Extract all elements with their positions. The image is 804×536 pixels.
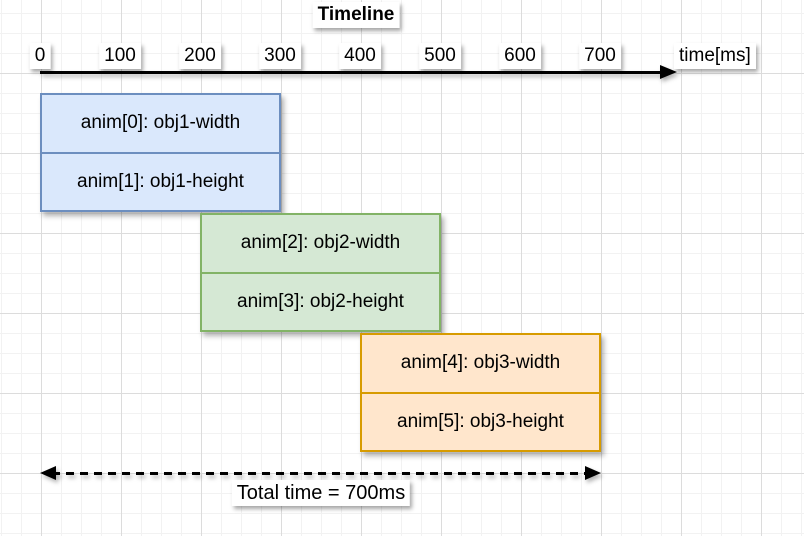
anim-row-2-label: anim[2]: obj2-width (240, 232, 401, 254)
anim-row-2[interactable]: anim[2]: obj2-width (202, 215, 439, 274)
anim-row-4[interactable]: anim[4]: obj3-width (362, 335, 599, 394)
diagram-title[interactable]: Timeline (312, 2, 400, 28)
axis-arrowhead-icon (660, 65, 677, 79)
axis-tick-600[interactable]: 600 (499, 43, 541, 69)
track-obj3[interactable]: anim[4]: obj3-width anim[5]: obj3-height (360, 333, 601, 452)
track-obj1[interactable]: anim[0]: obj1-width anim[1]: obj1-height (40, 93, 281, 212)
anim-row-1-label: anim[1]: obj1-height (77, 170, 244, 192)
axis-line (40, 71, 664, 74)
arrowhead-right-icon (585, 466, 601, 480)
axis-tick-200[interactable]: 200 (179, 43, 221, 69)
track-obj2[interactable]: anim[2]: obj2-width anim[3]: obj2-height (200, 213, 441, 332)
anim-row-3[interactable]: anim[3]: obj2-height (202, 274, 439, 331)
anim-row-5[interactable]: anim[5]: obj3-height (362, 394, 599, 451)
anim-row-0[interactable]: anim[0]: obj1-width (42, 95, 279, 154)
dashed-line (52, 472, 589, 475)
anim-row-4-label: anim[4]: obj3-width (400, 352, 561, 374)
anim-row-1[interactable]: anim[1]: obj1-height (42, 154, 279, 211)
axis-tick-300[interactable]: 300 (259, 43, 301, 69)
arrowhead-left-icon (40, 466, 56, 480)
axis-tick-700[interactable]: 700 (579, 43, 621, 69)
axis-tick-400[interactable]: 400 (339, 43, 381, 69)
axis-tick-100[interactable]: 100 (99, 43, 141, 69)
axis-tick-500[interactable]: 500 (419, 43, 461, 69)
anim-row-5-label: anim[5]: obj3-height (397, 410, 564, 432)
total-time-arrow[interactable] (40, 462, 601, 484)
anim-row-0-label: anim[0]: obj1-width (80, 112, 241, 134)
total-time-label[interactable]: Total time = 700ms (231, 480, 411, 506)
axis-unit-label[interactable]: time[ms] (674, 43, 756, 69)
anim-row-3-label: anim[3]: obj2-height (237, 290, 404, 312)
axis-tick-0[interactable]: 0 (29, 43, 51, 69)
